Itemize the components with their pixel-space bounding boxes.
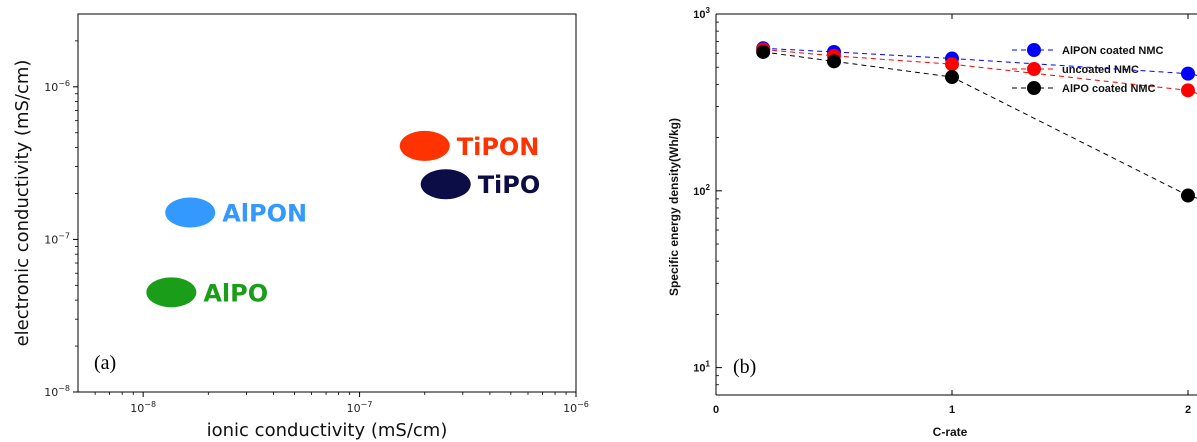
panel-b-series-marker: [945, 57, 959, 72]
panel-a-point-label: TiPO: [478, 171, 541, 199]
panel-b-ticks: 0 1 2 101 102 103: [693, 6, 1191, 416]
panel-b-x-axis-label: C-rate: [933, 425, 968, 439]
panel-b-x-tick-label: 2: [1185, 404, 1191, 416]
panel-b-legend-marker: [1027, 81, 1041, 95]
panel-b-series-marker: [756, 44, 771, 59]
panel-a-x-tick-label: 10−7: [347, 400, 373, 415]
panel-b-series-marker: [1181, 66, 1195, 81]
panel-a-plot-frame: [77, 13, 577, 393]
panel-a-point-tipon: [399, 130, 450, 161]
panel-b-legend-label: AlPO coated NMC: [1062, 83, 1156, 95]
panel-a-x-axis-label: ionic conductivity (mS/cm): [207, 420, 448, 441]
panel-a-point-label: TiPON: [457, 133, 540, 161]
panel-a-point-label: AlPON: [222, 200, 307, 228]
panel-a-x-tick-label: 10−8: [130, 400, 156, 415]
panel-b-series-marker: [1181, 188, 1195, 203]
panel-a-points: TiPON TiPO AlPON AlPO: [146, 130, 541, 308]
panel-b-y-axis-label: Specific energy density(Wh/kg): [667, 118, 681, 296]
panel-b-y-tick-label: 103: [693, 6, 710, 21]
panel-a-ticks: 10−8 10−7 10−6 10−8 10−7 10−6: [44, 40, 589, 415]
panel-b-legend-marker: [1027, 43, 1041, 57]
panel-a-y-axis-label: electronic conductivity (mS/cm): [12, 60, 33, 347]
panel-b-legend-label: AlPON coated NMC: [1062, 45, 1164, 57]
panel-b-series-marker: [1181, 83, 1195, 98]
panel-a-x-tick-label: 10−6: [563, 400, 589, 415]
panel-b-y-tick-label: 102: [693, 183, 710, 198]
panel-b-legend-marker: [1027, 62, 1041, 76]
panel-b: 0 1 2 101 102 103 AlPON coated NMC uncoated NM…: [667, 6, 1197, 439]
panel-b-legend-label: uncoated NMC: [1062, 64, 1139, 76]
panel-a-point-tipo: [420, 169, 471, 200]
panel-a-point-label: AlPO: [203, 279, 268, 307]
panel-a-panel-label: (a): [94, 352, 116, 374]
panel-b-series: [756, 41, 1197, 203]
panel-b-series-line: [763, 51, 1197, 199]
panel-b-x-tick-label: 0: [713, 404, 719, 416]
panel-a-point-alpo: [146, 277, 197, 308]
panel-b-series-marker: [945, 70, 959, 85]
panel-b-legend: AlPON coated NMC uncoated NMC AlPO coated …: [1012, 43, 1164, 95]
panel-a-y-tick-label: 10−6: [44, 79, 70, 94]
panel-a: 10−8 10−7 10−6 10−8 10−7 10−6 TiPON TiPO AlPON A…: [12, 13, 589, 441]
panel-b-series-marker: [827, 54, 841, 69]
panel-a-y-tick-label: 10−8: [44, 384, 70, 399]
panel-b-y-tick-label: 101: [693, 360, 710, 375]
panel-b-panel-label: (b): [733, 356, 756, 378]
panel-b-x-tick-label: 1: [949, 404, 955, 416]
panel-a-y-tick-label: 10−7: [44, 231, 70, 246]
panel-a-point-alpon: [165, 197, 216, 228]
